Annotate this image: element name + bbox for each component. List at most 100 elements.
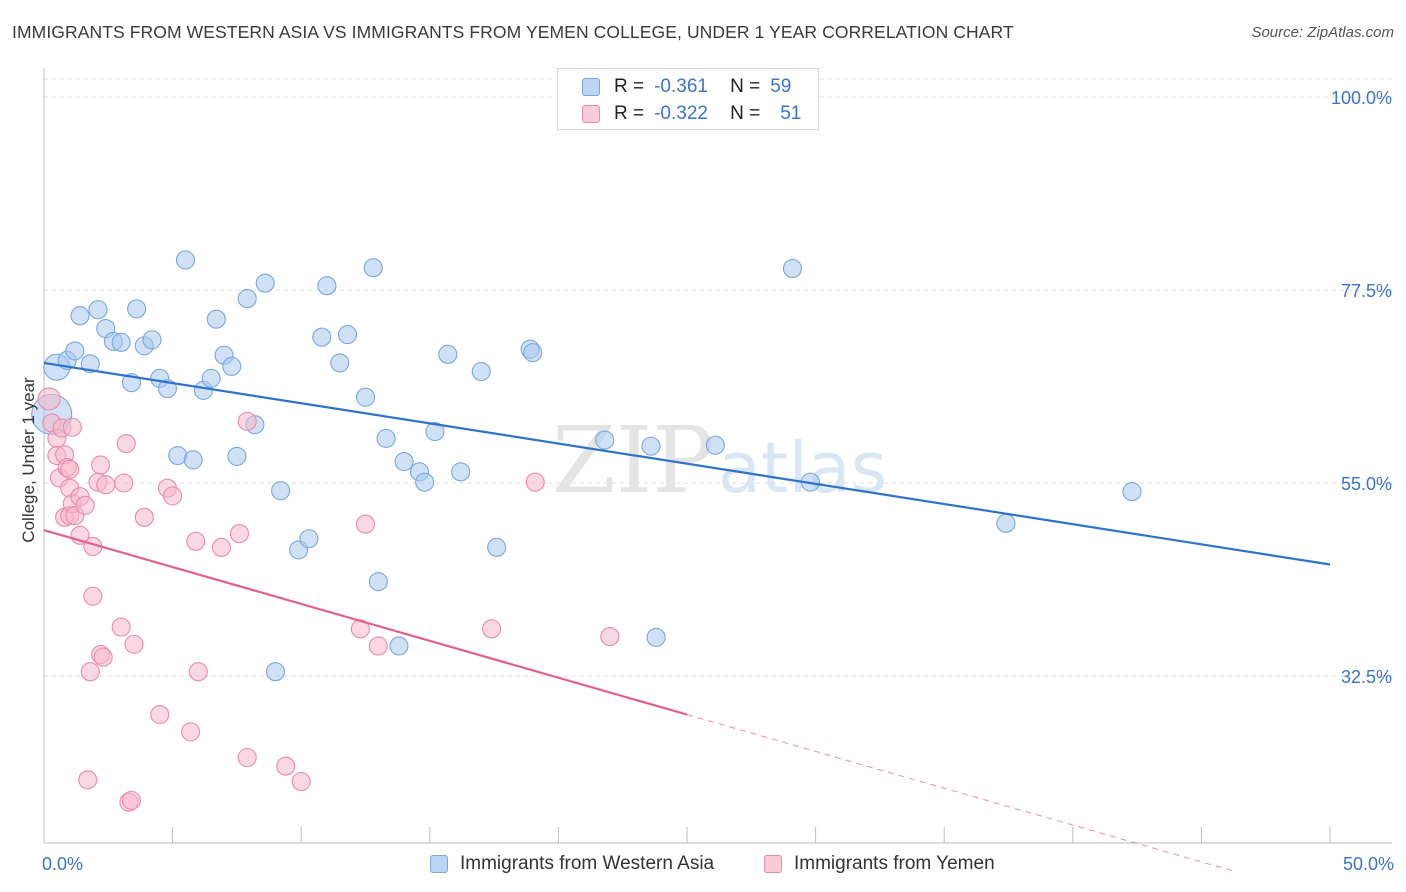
point-western-asia bbox=[471, 361, 491, 382]
trend-layer bbox=[43, 361, 1331, 872]
blue-swatch bbox=[430, 855, 448, 873]
chart-title: IMMIGRANTS FROM WESTERN ASIA VS IMMIGRAN… bbox=[12, 22, 1014, 42]
point-yemen bbox=[188, 662, 208, 682]
point-western-asia bbox=[88, 300, 108, 320]
point-western-asia bbox=[271, 481, 291, 501]
watermark-atlas: atlas bbox=[718, 427, 887, 509]
point-yemen bbox=[121, 790, 141, 810]
point-western-asia bbox=[299, 529, 319, 549]
point-western-asia bbox=[330, 353, 350, 373]
point-yemen bbox=[78, 770, 98, 790]
point-yemen bbox=[211, 537, 232, 557]
legend-label-yemen: Immigrants from Yemen bbox=[794, 853, 995, 874]
point-western-asia bbox=[111, 332, 131, 352]
point-western-asia bbox=[206, 309, 226, 329]
blue-swatch bbox=[582, 78, 600, 96]
point-yemen bbox=[114, 473, 134, 493]
point-yemen bbox=[368, 636, 388, 656]
point-western-asia bbox=[368, 572, 388, 592]
point-western-asia bbox=[646, 627, 666, 647]
grid-layer bbox=[44, 78, 1392, 677]
point-yemen bbox=[525, 472, 545, 492]
trend-line-yemen-extrapolated bbox=[686, 714, 1233, 872]
stats-legend: R = -0.361 N = 59 R = -0.322 N = 51 bbox=[557, 68, 819, 130]
point-western-asia bbox=[996, 513, 1016, 533]
point-western-asia bbox=[523, 343, 543, 363]
point-yemen bbox=[237, 411, 257, 431]
source-label: Source: ZipAtlas.com bbox=[1251, 24, 1394, 41]
point-western-asia bbox=[451, 462, 471, 482]
point-western-asia bbox=[80, 354, 100, 374]
point-western-asia bbox=[265, 662, 286, 682]
y-tick-label: 55.0% bbox=[1341, 474, 1392, 494]
point-yemen bbox=[80, 662, 100, 682]
n-value-pink: 51 bbox=[780, 103, 802, 124]
axis-layer bbox=[43, 68, 1392, 844]
stats-legend-row-blue: R = -0.361 N = 59 bbox=[582, 74, 791, 100]
pink-swatch bbox=[582, 105, 600, 123]
point-western-asia bbox=[376, 428, 396, 448]
point-western-asia bbox=[394, 452, 414, 472]
point-western-asia bbox=[389, 636, 409, 656]
point-yemen bbox=[276, 756, 296, 776]
point-western-asia bbox=[312, 327, 332, 347]
point-yemen bbox=[237, 747, 257, 768]
trend-line-western-asia bbox=[43, 361, 1331, 566]
r-label: R = bbox=[614, 103, 645, 124]
point-western-asia bbox=[227, 446, 247, 466]
legend-item-yemen: Immigrants from Yemen bbox=[764, 851, 995, 877]
r-value-blue: -0.361 bbox=[654, 76, 708, 97]
legend-item-western-asia: Immigrants from Western Asia bbox=[430, 851, 714, 877]
point-yemen bbox=[229, 524, 250, 544]
r-value-pink: -0.322 bbox=[654, 103, 708, 124]
point-yemen bbox=[124, 634, 144, 654]
point-western-asia bbox=[355, 387, 376, 407]
point-western-asia bbox=[237, 289, 257, 309]
point-western-asia bbox=[65, 341, 85, 361]
point-western-asia bbox=[157, 379, 178, 399]
point-yemen bbox=[291, 771, 311, 792]
n-label: N = bbox=[730, 76, 761, 97]
y-tick-label: 77.5% bbox=[1341, 281, 1392, 301]
point-western-asia bbox=[183, 450, 203, 470]
point-yemen bbox=[93, 647, 113, 667]
point-yemen bbox=[116, 433, 136, 454]
point-western-asia bbox=[201, 368, 221, 388]
y-axis-title: College, Under 1 year bbox=[19, 377, 38, 543]
point-western-asia bbox=[425, 421, 445, 442]
point-western-asia bbox=[363, 258, 383, 278]
point-western-asia bbox=[487, 537, 507, 557]
point-western-asia bbox=[317, 276, 337, 296]
point-yemen bbox=[75, 495, 95, 515]
point-western-asia bbox=[641, 436, 661, 456]
point-yemen bbox=[111, 617, 131, 637]
watermark-zip: ZIP bbox=[552, 407, 714, 514]
legend-label-western-asia: Immigrants from Western Asia bbox=[460, 853, 715, 874]
point-yemen bbox=[60, 459, 80, 479]
point-western-asia bbox=[70, 306, 90, 326]
point-yemen bbox=[83, 586, 103, 606]
point-western-asia bbox=[255, 273, 275, 293]
point-western-asia bbox=[142, 330, 162, 350]
point-yemen bbox=[96, 475, 116, 495]
point-western-asia bbox=[127, 299, 147, 319]
point-yemen bbox=[186, 531, 206, 551]
trend-line-yemen bbox=[43, 529, 688, 716]
point-yemen bbox=[600, 626, 620, 647]
n-label: N = bbox=[730, 103, 761, 124]
pink-swatch bbox=[764, 855, 782, 873]
point-yemen bbox=[355, 514, 376, 534]
y-tick-label: 32.5% bbox=[1341, 667, 1392, 687]
point-yemen bbox=[62, 417, 82, 437]
point-western-asia bbox=[782, 259, 803, 279]
r-label: R = bbox=[614, 76, 645, 97]
point-yemen bbox=[134, 507, 154, 527]
point-western-asia bbox=[1122, 482, 1142, 502]
point-western-asia bbox=[415, 472, 435, 492]
point-yemen bbox=[163, 486, 183, 506]
point-western-asia bbox=[705, 435, 725, 455]
point-yemen bbox=[91, 455, 111, 475]
x-tick-label: 50.0% bbox=[1343, 854, 1394, 874]
point-western-asia bbox=[438, 344, 458, 364]
